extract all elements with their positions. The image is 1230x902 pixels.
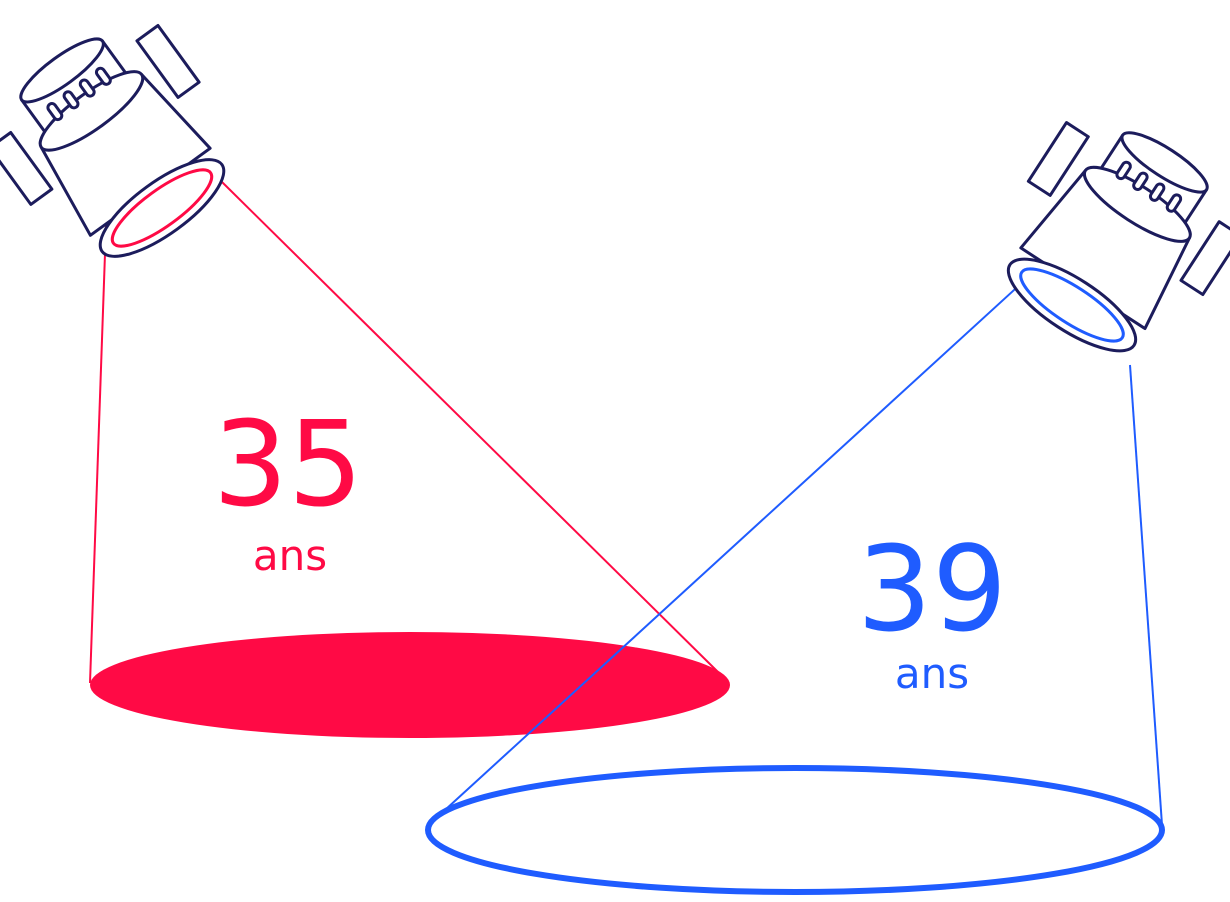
- vent: [94, 66, 112, 86]
- spotlight-left: [0, 24, 226, 258]
- body: [1082, 165, 1192, 243]
- vent: [1148, 182, 1166, 202]
- red-beam-edge: [221, 181, 719, 673]
- red-pool: [90, 632, 730, 738]
- vent: [1165, 193, 1183, 213]
- lens: [1019, 267, 1125, 343]
- body: [38, 70, 145, 152]
- lens: [110, 168, 214, 248]
- bracket: [135, 24, 201, 99]
- age-unit: ans: [253, 531, 327, 580]
- red-beam-edge: [89, 224, 107, 684]
- blue-pool: [425, 765, 1165, 895]
- bracket: [1026, 121, 1090, 197]
- bracket: [1179, 220, 1230, 297]
- vent: [62, 90, 80, 110]
- spotlight-right: [1006, 121, 1230, 353]
- back-cap: [1120, 131, 1209, 194]
- vent: [1115, 160, 1132, 181]
- blue-beam-edge: [444, 279, 1026, 811]
- back-cap: [19, 37, 105, 104]
- age-number: 39: [857, 520, 1007, 658]
- age-number: 35: [213, 395, 363, 533]
- blue-beam-edge: [1129, 364, 1163, 826]
- vent: [46, 102, 64, 122]
- age-unit: ans: [895, 649, 969, 698]
- vent: [78, 78, 96, 98]
- vent: [1132, 171, 1149, 191]
- bracket: [0, 130, 54, 206]
